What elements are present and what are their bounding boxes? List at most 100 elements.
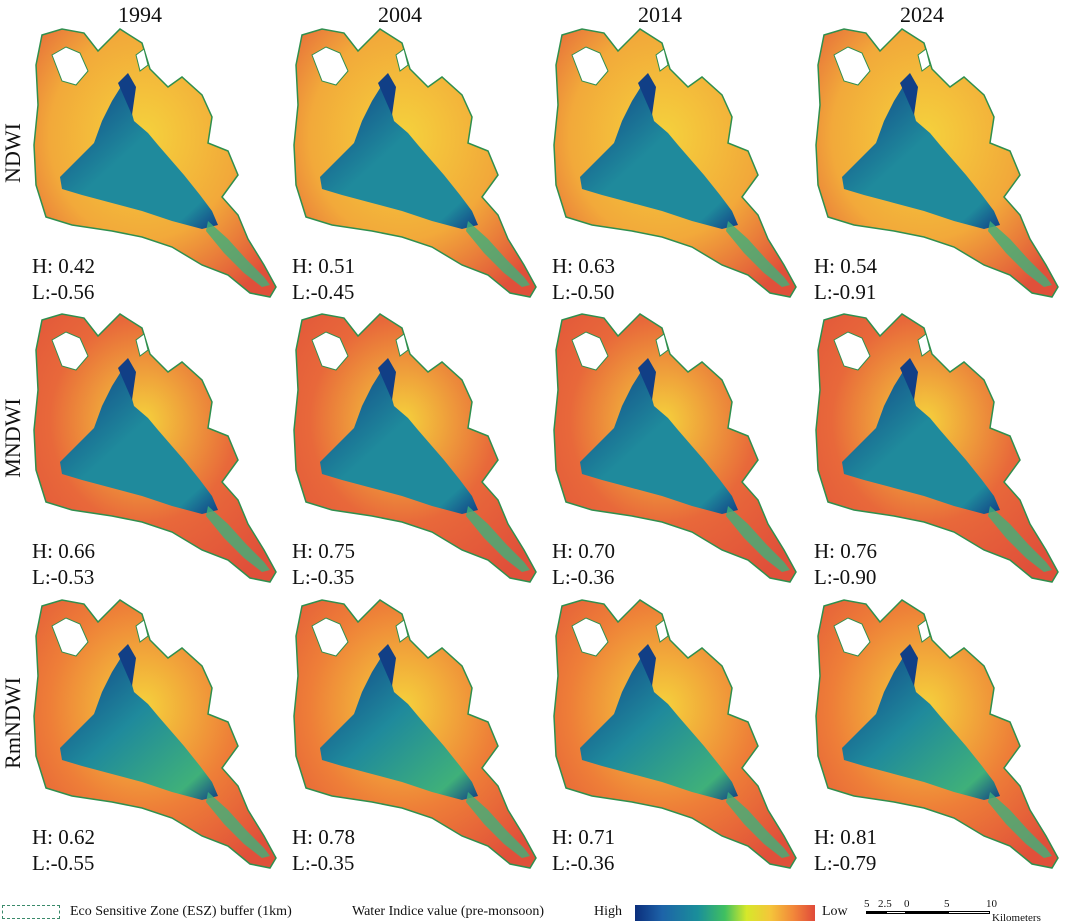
low-value-label: L:-0.45	[292, 280, 355, 304]
low-value-label: L:-0.35	[292, 565, 355, 589]
interior-gap	[571, 617, 609, 657]
scale-tick-5a: 5	[864, 898, 870, 910]
river-outflow	[206, 506, 270, 572]
lake-water	[320, 370, 478, 514]
map-mndwi-2024: H: 0.76 L:-0.90	[814, 310, 1065, 610]
interior-gap	[655, 333, 669, 357]
scale-bar: 5 2.5 0 5 10 Kilometers	[858, 898, 1065, 924]
map-ndwi-2024: H: 0.54 L:-0.91	[814, 25, 1065, 325]
scale-tick-0: 0	[904, 898, 910, 910]
scale-tick-5b: 5	[944, 898, 950, 910]
interior-gap	[571, 331, 609, 371]
lake-water	[60, 656, 218, 800]
high-value-label: H: 0.66	[32, 539, 95, 563]
interior-gap	[135, 333, 149, 357]
high-value-label: H: 0.70	[552, 539, 615, 563]
low-value-label: L:-0.50	[552, 280, 615, 304]
interior-gap	[655, 619, 669, 643]
interior-gap	[917, 619, 931, 643]
river-outflow	[988, 792, 1052, 858]
map-rmndwi-2024: H: 0.81 L:-0.79	[814, 596, 1065, 896]
map-ndwi-2004: H: 0.51 L:-0.45	[292, 25, 554, 325]
interior-gap	[51, 46, 89, 86]
lake-map	[815, 28, 1059, 298]
scale-tick-10: 10	[986, 898, 997, 910]
low-value-label: L:-0.79	[814, 851, 877, 875]
lake-map	[293, 599, 537, 869]
lake-channel	[378, 73, 396, 115]
high-value-label: H: 0.51	[292, 254, 355, 278]
low-value-label: L:-0.91	[814, 280, 877, 304]
lake-map	[33, 313, 277, 583]
lake-water	[60, 370, 218, 514]
lake-map	[815, 313, 1059, 583]
low-value-label: L:-0.90	[814, 565, 877, 589]
row-label-ndwi: NDWI	[0, 123, 25, 183]
high-value-label: H: 0.81	[814, 825, 877, 849]
interior-gap	[51, 617, 89, 657]
row-label-rmndwi: RmNDWI	[0, 677, 25, 769]
lake-map	[33, 599, 277, 869]
low-value-label: L:-0.56	[32, 280, 95, 304]
interior-gap	[51, 331, 89, 371]
interior-gap	[395, 48, 409, 72]
lake-channel	[900, 644, 918, 686]
lake-map	[553, 599, 797, 869]
lake-map	[553, 28, 797, 298]
river-outflow	[726, 792, 790, 858]
interior-gap	[655, 48, 669, 72]
interior-gap	[311, 331, 349, 371]
river-outflow	[726, 506, 790, 572]
scale-segment-1	[866, 911, 886, 914]
lake-channel	[638, 358, 656, 400]
river-outflow	[988, 506, 1052, 572]
color-ramp	[635, 905, 815, 921]
lake-water	[580, 85, 738, 229]
interior-gap	[395, 333, 409, 357]
lake-water	[842, 85, 1000, 229]
lake-map	[33, 28, 277, 298]
interior-gap	[833, 331, 871, 371]
ramp-legend-title: Water Indice value (pre-monsoon)	[352, 904, 545, 919]
ramp-high-label: High	[594, 904, 622, 919]
low-value-label: L:-0.36	[552, 565, 615, 589]
lake-map	[553, 313, 797, 583]
low-value-label: L:-0.36	[552, 851, 615, 875]
lake-channel	[638, 644, 656, 686]
high-value-label: H: 0.75	[292, 539, 355, 563]
river-outflow	[206, 221, 270, 287]
low-value-label: L:-0.53	[32, 565, 95, 589]
year-header-1994: 1994	[118, 2, 162, 27]
map-rmndwi-1994: H: 0.62 L:-0.55	[32, 596, 294, 896]
scale-segment-3	[906, 911, 948, 914]
high-value-label: H: 0.71	[552, 825, 615, 849]
low-value-label: L:-0.35	[292, 851, 355, 875]
lake-water	[60, 85, 218, 229]
river-outflow	[466, 792, 530, 858]
interior-gap	[395, 619, 409, 643]
low-value-label: L:-0.55	[32, 851, 95, 875]
ramp-low-label: Low	[822, 904, 848, 919]
map-rmndwi-2014: H: 0.71 L:-0.36	[552, 596, 814, 896]
lake-channel	[378, 644, 396, 686]
interior-gap	[833, 617, 871, 657]
interior-gap	[135, 619, 149, 643]
scale-tick-2-5: 2.5	[878, 898, 892, 910]
interior-gap	[833, 46, 871, 86]
lake-water	[320, 656, 478, 800]
lake-channel	[118, 73, 136, 115]
high-value-label: H: 0.78	[292, 825, 355, 849]
interior-gap	[917, 333, 931, 357]
year-header-2004: 2004	[378, 2, 422, 27]
river-outflow	[726, 221, 790, 287]
map-ndwi-1994: H: 0.42 L:-0.56	[32, 25, 294, 325]
lake-water	[842, 656, 1000, 800]
lake-channel	[638, 73, 656, 115]
map-mndwi-2014: H: 0.70 L:-0.36	[552, 310, 814, 610]
high-value-label: H: 0.54	[814, 254, 877, 278]
map-mndwi-2004: H: 0.75 L:-0.35	[292, 310, 554, 610]
row-label-mndwi: MNDWI	[0, 398, 25, 478]
lake-map	[293, 313, 537, 583]
high-value-label: H: 0.42	[32, 254, 95, 278]
